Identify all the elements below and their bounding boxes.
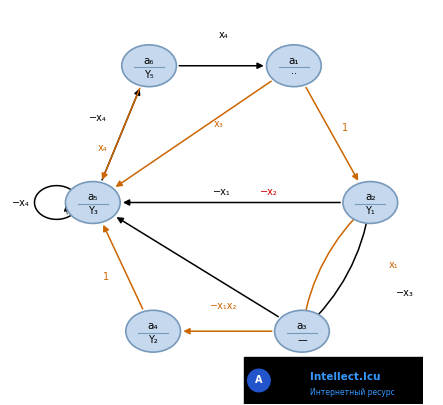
Ellipse shape [122,45,176,87]
Text: A: A [255,375,263,386]
Text: −x₄: −x₄ [12,198,30,207]
Text: a₆: a₆ [144,55,154,66]
Text: Intellect.Icu: Intellect.Icu [310,373,381,382]
Text: Y₃: Y₃ [88,207,98,216]
Text: x₃: x₃ [214,119,224,129]
Text: x₁: x₁ [389,260,398,270]
Text: —: — [297,335,307,345]
Ellipse shape [126,310,180,352]
Text: x₄: x₄ [97,143,107,153]
Text: Y₅: Y₅ [144,70,154,80]
Text: a₄: a₄ [148,321,159,331]
Text: Интернетный ресурс: Интернетный ресурс [310,388,395,397]
Text: −x₄: −x₄ [89,113,107,123]
Text: −x₁: −x₁ [213,188,230,198]
Text: ··: ·· [291,70,297,80]
Text: a₁: a₁ [288,55,299,66]
Text: −x₃: −x₃ [396,288,414,298]
Text: −x₁x₂: −x₁x₂ [210,301,237,311]
FancyBboxPatch shape [244,357,423,404]
Ellipse shape [275,310,329,352]
Text: a₃: a₃ [297,321,307,331]
Text: x₄: x₄ [219,30,228,40]
Text: 1: 1 [342,123,348,133]
Text: Y₂: Y₂ [148,335,158,345]
Ellipse shape [343,181,398,224]
Text: a₅: a₅ [88,192,98,202]
Ellipse shape [66,181,120,224]
Circle shape [248,369,270,392]
Text: Y₁: Y₁ [365,207,375,216]
Ellipse shape [267,45,321,87]
Text: a₂: a₂ [365,192,376,202]
Text: −x₂: −x₂ [260,188,277,198]
Text: 1: 1 [103,272,109,282]
